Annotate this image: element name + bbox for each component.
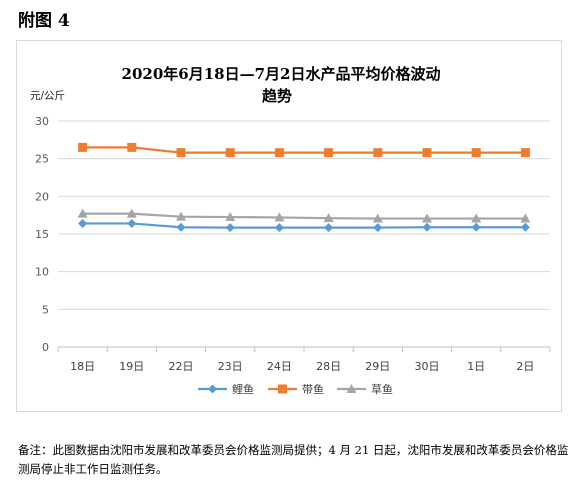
y-tick-label: 0 bbox=[42, 341, 49, 354]
data-point bbox=[176, 211, 186, 221]
data-point bbox=[372, 213, 383, 223]
legend-marker bbox=[278, 384, 287, 394]
chart-frame bbox=[16, 40, 562, 412]
series-line bbox=[82, 212, 526, 220]
data-point bbox=[323, 213, 334, 223]
data-point bbox=[127, 218, 137, 228]
figure-label: 附图 4 bbox=[18, 11, 70, 31]
data-point bbox=[78, 142, 88, 152]
data-point bbox=[520, 148, 530, 158]
data-point bbox=[373, 223, 383, 233]
legend-label: 带鱼 bbox=[302, 382, 324, 396]
data-point bbox=[422, 222, 432, 232]
data-point bbox=[225, 148, 235, 158]
data-point bbox=[422, 148, 432, 158]
data-point bbox=[373, 148, 383, 158]
y-tick-label: 25 bbox=[35, 153, 49, 166]
data-point bbox=[324, 148, 334, 158]
chart-title-line2: 趋势 bbox=[262, 87, 292, 105]
data-point bbox=[176, 148, 186, 158]
data-point bbox=[520, 222, 530, 232]
data-point bbox=[78, 218, 88, 228]
legend-marker bbox=[208, 384, 217, 394]
x-tick-label: 18日 bbox=[70, 360, 95, 373]
x-tick-label: 29日 bbox=[365, 360, 390, 373]
x-tick-label: 19日 bbox=[119, 360, 144, 373]
data-point bbox=[77, 208, 88, 218]
y-axis-unit-label: 元/公斤 bbox=[30, 90, 65, 102]
data-point bbox=[126, 208, 137, 218]
data-point bbox=[422, 213, 432, 223]
x-tick-label: 23日 bbox=[218, 360, 243, 373]
x-tick-label: 24日 bbox=[267, 360, 292, 373]
data-point bbox=[127, 142, 137, 152]
legend-marker bbox=[346, 384, 357, 393]
data-point bbox=[471, 222, 481, 232]
y-tick-label: 20 bbox=[35, 190, 49, 203]
y-tick-label: 15 bbox=[35, 228, 49, 241]
x-tick-label: 2日 bbox=[516, 360, 534, 373]
data-point bbox=[274, 223, 284, 233]
data-point bbox=[225, 223, 235, 233]
series-line bbox=[82, 146, 526, 154]
x-tick-label: 28日 bbox=[316, 360, 341, 373]
x-tick-label: 1日 bbox=[467, 360, 485, 373]
data-point bbox=[471, 148, 481, 158]
series-line bbox=[82, 222, 526, 229]
y-tick-label: 10 bbox=[35, 266, 49, 279]
data-point bbox=[274, 212, 285, 222]
data-point bbox=[176, 222, 186, 232]
chart-title-line1: 2020年6月18日—7月2日水产品平均价格波动 bbox=[122, 65, 441, 83]
legend-label: 鲤鱼 bbox=[232, 382, 254, 396]
x-tick-label: 30日 bbox=[415, 360, 440, 373]
data-point bbox=[520, 213, 531, 223]
x-tick-label: 22日 bbox=[169, 360, 194, 373]
legend-label: 草鱼 bbox=[371, 382, 393, 396]
data-point bbox=[274, 148, 284, 158]
data-point bbox=[324, 223, 334, 233]
y-tick-label: 30 bbox=[35, 115, 49, 128]
y-tick-label: 5 bbox=[42, 303, 49, 316]
data-point bbox=[471, 213, 482, 223]
data-point bbox=[225, 212, 236, 222]
footnote: 备注：此图数据由沈阳市发展和改革委员会价格监测局提供；4 月 21 日起，沈阳市… bbox=[18, 443, 569, 476]
